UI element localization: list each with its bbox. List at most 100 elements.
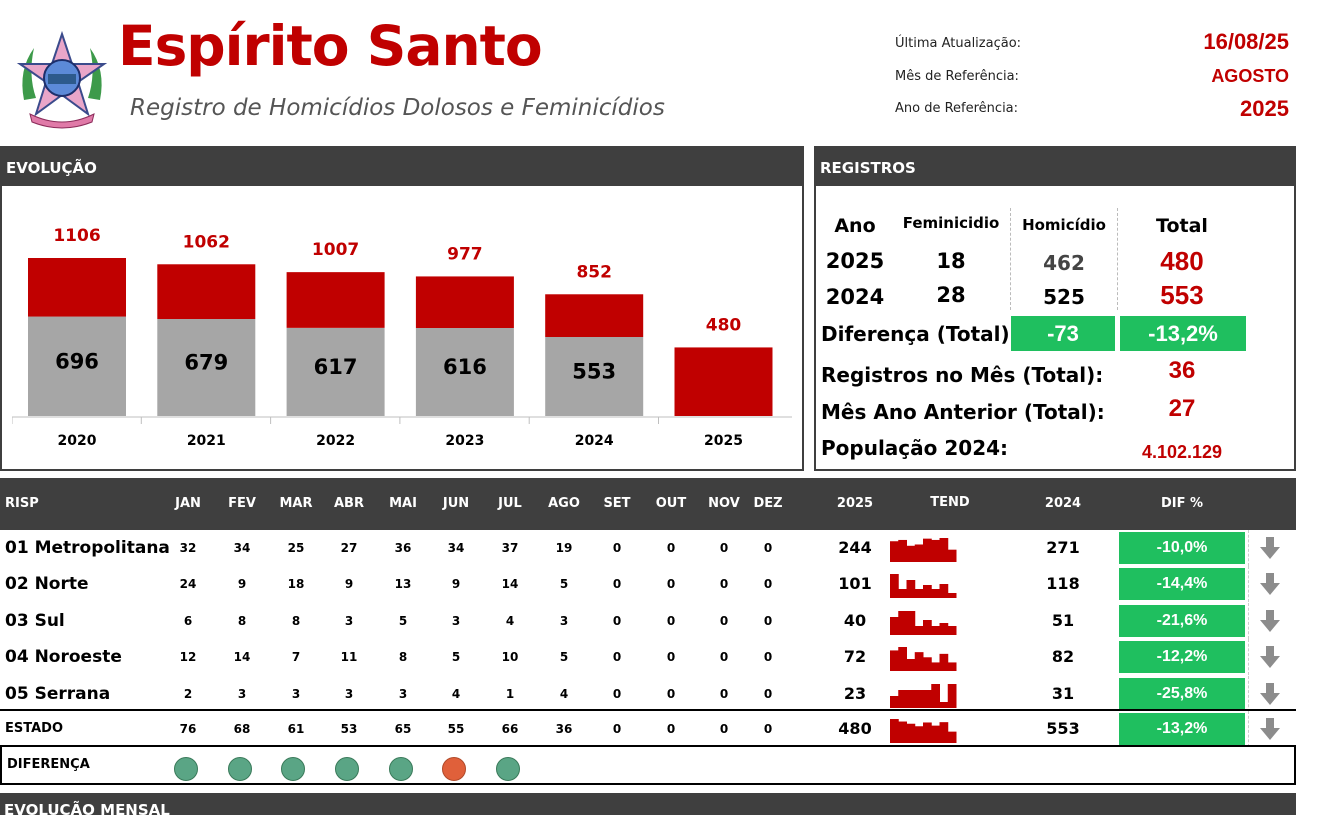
month-cell: 13: [394, 577, 412, 592]
month-cell: 36: [555, 722, 573, 736]
chart-total-label: 1007: [312, 240, 359, 260]
difference-label: Diferença (Total):: [821, 322, 1018, 346]
month-cell: 3: [559, 613, 569, 628]
ref-year-label: Ano de Referência:: [895, 101, 1019, 116]
chart-bar-lower-label: 553: [572, 360, 616, 384]
month-cell: 4: [505, 613, 515, 628]
col-month: AGO: [548, 496, 580, 511]
x-tick-label: 2022: [316, 433, 355, 449]
month-cell: 36: [394, 541, 412, 555]
month-cell: 34: [233, 541, 251, 555]
chart-total-label: 1106: [53, 226, 100, 246]
year-2025-cell: 244: [838, 538, 872, 557]
x-tick-label: 2025: [704, 433, 743, 449]
month-cell: 5: [451, 650, 461, 665]
trend-sparkline: [888, 716, 978, 744]
month-cell: 61: [287, 722, 305, 736]
month-cell: 3: [398, 686, 408, 701]
month-cell: 0: [763, 686, 773, 701]
chart-bar-upper: [286, 272, 385, 328]
risp-name: 01 Metropolitana: [5, 538, 170, 558]
arrow-down-icon: [1259, 572, 1281, 596]
month-cell: 9: [344, 577, 354, 592]
trend-sparkline: [888, 681, 978, 709]
month-cell: 0: [666, 722, 676, 736]
month-cell: 27: [340, 541, 358, 555]
page-title: Espírito Santo: [118, 14, 543, 78]
month-cell: 55: [447, 722, 465, 736]
month-cell: 4: [451, 686, 461, 701]
year-2025-cell: 23: [843, 683, 867, 703]
month-cell: 0: [719, 650, 729, 665]
month-cell: 9: [451, 577, 461, 592]
col-month: JAN: [175, 496, 201, 511]
divider: [1010, 208, 1011, 310]
year-2025-cell: 72: [843, 647, 867, 667]
col-total-header: Total: [1156, 215, 1208, 237]
month-cell: 1: [505, 686, 515, 701]
month-cell: 0: [612, 722, 622, 736]
difference-absolute: -73: [1011, 316, 1115, 351]
month-cell: 53: [340, 722, 358, 736]
x-tick-label: 2021: [187, 433, 226, 449]
ref-month-label: Mês de Referência:: [895, 69, 1019, 84]
chart-bar-lower-label: 679: [184, 351, 228, 375]
trend-sparkline: [888, 644, 978, 672]
difference-indicator-dot: [442, 757, 466, 781]
diff-percent-badge: -12,2%: [1119, 641, 1245, 674]
month-cell: 7: [291, 650, 301, 665]
month-cell: 0: [666, 686, 676, 701]
month-cell: 9: [237, 577, 247, 592]
last-update-value: 16/08/25: [1203, 29, 1289, 54]
month-cell: 3: [344, 686, 354, 701]
month-cell: 8: [398, 650, 408, 665]
month-cell: 0: [666, 650, 676, 665]
chart-total-label: 1062: [183, 232, 230, 252]
divider: [1248, 602, 1249, 639]
divider: [1248, 639, 1249, 676]
month-cell: 4: [559, 686, 569, 701]
prev-year-month-value: 27: [1168, 395, 1196, 422]
chart-bar-upper: [674, 347, 773, 416]
month-cell: 5: [559, 577, 569, 592]
difference-row: DIFERENÇA: [0, 747, 1296, 785]
year-2024-cell: 271: [1046, 538, 1080, 557]
year-2025-cell: 480: [838, 719, 872, 738]
col-month: SET: [603, 496, 631, 511]
month-cell: 10: [501, 650, 519, 665]
evolution-panel-title: EVOLUÇÃO: [2, 148, 802, 186]
arrow-down-icon: [1259, 609, 1281, 633]
col-homicide-header: Homicídio: [1022, 216, 1106, 234]
year-2024-cell: 82: [1051, 647, 1075, 667]
month-cell: 0: [612, 650, 622, 665]
chart-bar-lower-label: 696: [55, 349, 99, 373]
month-cell: 14: [233, 650, 251, 665]
month-cell: 0: [719, 577, 729, 592]
month-cell: 34: [447, 541, 465, 555]
month-cell: 0: [719, 541, 729, 555]
state-total-row-frame: [0, 709, 1296, 747]
month-records-value: 36: [1168, 357, 1196, 384]
risp-name: ESTADO: [5, 721, 64, 736]
trend-sparkline: [888, 608, 978, 636]
month-cell: 0: [612, 613, 622, 628]
arrow-down-icon: [1259, 645, 1281, 669]
month-cell: 0: [763, 613, 773, 628]
divider: [1248, 675, 1249, 712]
month-cell: 68: [233, 722, 251, 736]
diff-percent-badge: -14,4%: [1119, 568, 1245, 601]
trend-sparkline: [888, 571, 978, 599]
chart-bar-lower: [28, 316, 126, 416]
col-risp: RISP: [5, 496, 39, 511]
table-row: 03 Sul 6 8 8 3 5 3 4 3 0 0 0 0 40 51 -21,6%: [0, 602, 1296, 639]
chart-bar-lower: [286, 327, 385, 416]
x-tick-label: 2020: [58, 433, 97, 449]
month-cell: 37: [501, 541, 519, 555]
feminicide-cell: 18: [936, 249, 966, 273]
arrow-down-icon: [1259, 682, 1281, 706]
month-cell: 0: [612, 577, 622, 592]
month-cell: 0: [763, 577, 773, 592]
chart-total-label: 480: [706, 315, 742, 335]
col-2025: 2025: [836, 496, 874, 511]
month-cell: 0: [666, 613, 676, 628]
